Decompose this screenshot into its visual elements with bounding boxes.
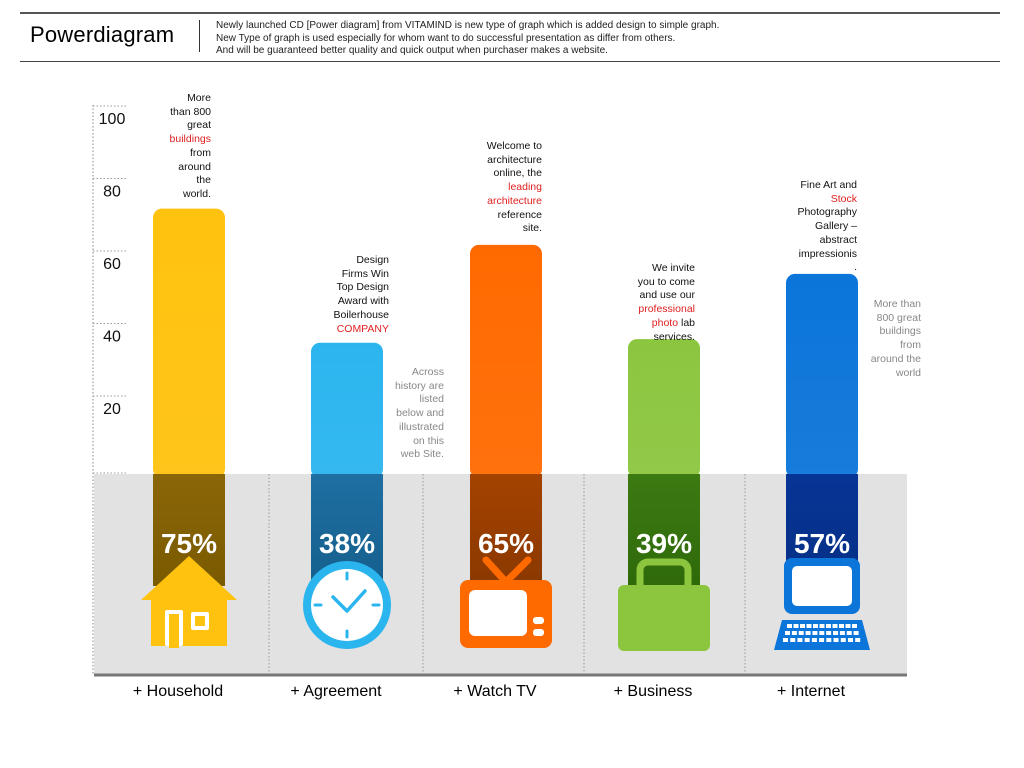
note-line: professional xyxy=(638,303,695,316)
note-line: Stock xyxy=(830,192,857,205)
note-line: Design xyxy=(356,254,389,266)
note-line: web Site. xyxy=(400,448,444,461)
note-line: around the xyxy=(870,352,921,365)
note-line: Award with xyxy=(337,295,389,308)
note-line: from xyxy=(190,146,211,159)
category-label: + Agreement xyxy=(290,683,382,700)
y-tick-label: 80 xyxy=(103,184,121,201)
y-tick-label: 60 xyxy=(103,256,121,273)
note-line: Fine Art and xyxy=(800,179,857,191)
note-line: history are xyxy=(394,379,444,392)
annotation-note: More than 800 great buildings from around th… xyxy=(871,298,921,380)
bar-shadow-watchtv xyxy=(470,474,542,586)
house-icon xyxy=(141,556,237,648)
bar-business xyxy=(628,339,700,478)
note-line: Boilerhouse xyxy=(333,308,389,321)
note-line: Top Design xyxy=(336,281,389,294)
y-tick-label: 40 xyxy=(103,329,121,346)
note-line: buildings xyxy=(169,133,211,146)
annotation-note: We invite you to come and use our professio… xyxy=(638,262,695,344)
clock-icon xyxy=(303,561,391,649)
note-line: COMPANY xyxy=(336,322,389,335)
y-tick-label: 100 xyxy=(99,111,126,128)
note-line: 800 great xyxy=(876,311,921,324)
note-line: world xyxy=(895,366,921,379)
note-line: than 800 xyxy=(170,105,211,118)
bar-internet xyxy=(786,273,858,478)
note-line: More than xyxy=(873,298,921,310)
note-line: illustrated xyxy=(399,420,444,433)
annotation-note: Design Firms Win Top Design Award with Boile… xyxy=(334,254,389,336)
note-line: buildings xyxy=(879,325,921,338)
note-line: Gallery – xyxy=(814,220,857,233)
note-line: Welcome to xyxy=(486,140,542,152)
bar-household xyxy=(153,208,225,478)
header-top-rule xyxy=(20,12,1000,14)
note-line: photo lab xyxy=(651,316,695,329)
annotation-note: More than 800 great buildings from around the w… xyxy=(170,92,211,202)
note-line: architecture xyxy=(487,153,542,166)
note-line: on this xyxy=(413,434,444,447)
note-line: abstract xyxy=(819,233,857,246)
note-line: below and xyxy=(396,407,444,420)
note-line: the xyxy=(196,174,211,187)
value-label: 65% xyxy=(478,528,534,559)
value-label: 57% xyxy=(794,528,850,559)
note-line: reference xyxy=(497,208,542,221)
note-line: services. xyxy=(653,330,695,343)
description-line: Newly launched CD [Power diagram] from V… xyxy=(216,20,720,31)
header-description: Newly launched CD [Power diagram] from V… xyxy=(216,20,719,58)
page-title: Powerdiagram xyxy=(30,22,175,47)
note-line: impressionis xyxy=(798,247,857,260)
category-label: + Business xyxy=(614,683,693,700)
annotation-note: Across history are listed below and illustra… xyxy=(395,366,444,462)
note-line: online, the xyxy=(493,167,542,180)
note-line: world. xyxy=(182,187,211,200)
note-line: listed xyxy=(419,393,444,406)
category-label: + Watch TV xyxy=(453,683,536,700)
title-separator xyxy=(199,20,200,52)
laptop-icon xyxy=(774,558,870,650)
note-line: . xyxy=(854,261,857,274)
value-label: 39% xyxy=(636,528,692,559)
note-line: Across xyxy=(411,366,444,378)
note-line: around xyxy=(178,160,211,173)
category-label: + Household xyxy=(133,683,223,700)
note-line: great xyxy=(187,119,211,132)
note-line: from xyxy=(900,339,921,352)
note-line: Photography xyxy=(797,206,857,219)
category-label: + Internet xyxy=(777,683,846,700)
header-bottom-rule xyxy=(20,61,1000,62)
tv-icon xyxy=(460,556,552,648)
value-label: 38% xyxy=(319,528,375,559)
briefcase-icon xyxy=(618,558,710,651)
note-line: site. xyxy=(522,222,542,235)
description-line: And will be guaranteed better quality an… xyxy=(216,45,608,56)
annotation-note: Fine Art and Stock Photography Gallery – abs… xyxy=(797,179,857,275)
note-line: More xyxy=(187,92,211,104)
value-label: 75% xyxy=(161,528,217,559)
note-line: you to come xyxy=(637,275,695,288)
note-line: We invite xyxy=(652,262,695,274)
bar-agreement xyxy=(311,342,383,478)
note-line: Firms Win xyxy=(341,267,389,280)
annotation-note: Welcome to architecture online, the leading… xyxy=(487,140,542,236)
bar-watchtv xyxy=(470,244,542,478)
note-line: and use our xyxy=(639,289,695,302)
note-line: leading xyxy=(508,181,542,194)
note-line: architecture xyxy=(487,194,542,207)
y-tick-label: 20 xyxy=(103,401,121,418)
description-line: New Type of graph is used especially for… xyxy=(216,32,676,44)
